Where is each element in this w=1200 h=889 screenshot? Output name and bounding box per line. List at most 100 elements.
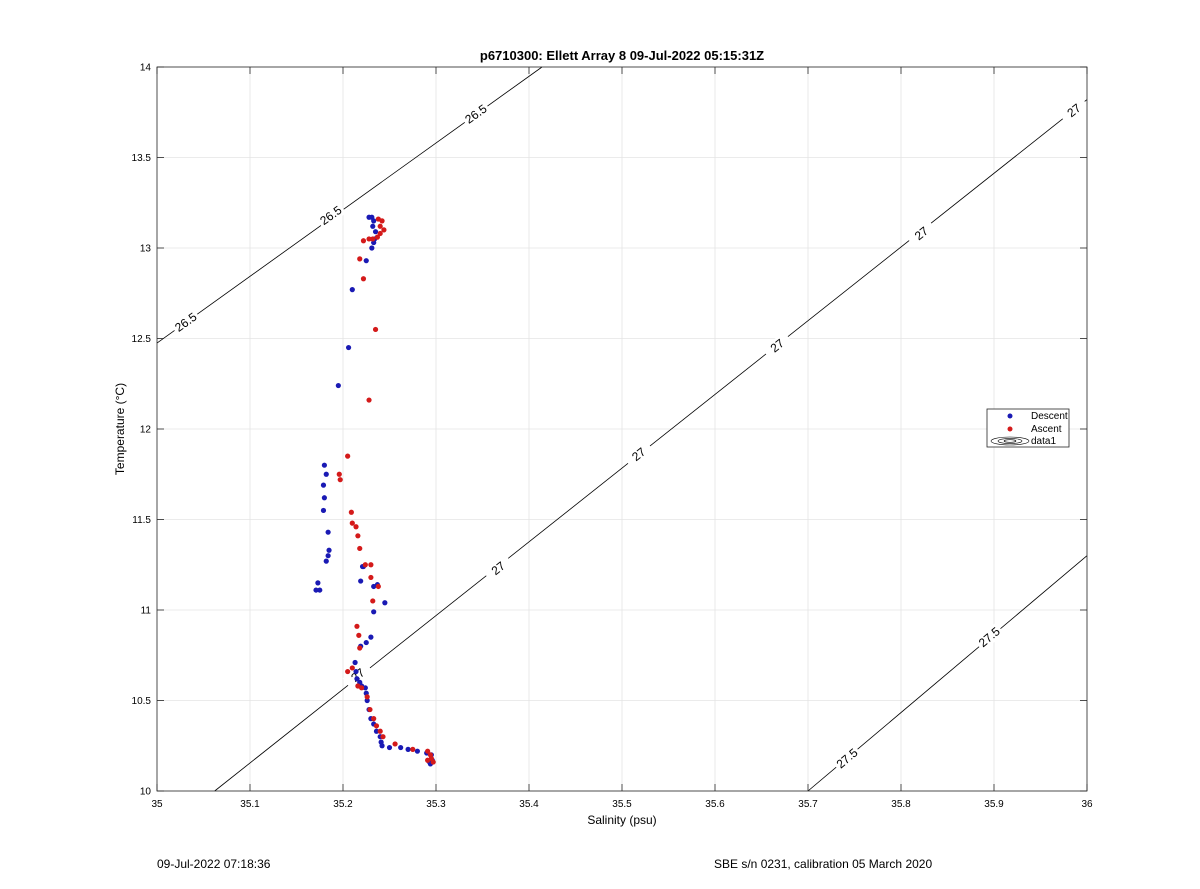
descent-point (325, 553, 331, 559)
ascent-point (368, 562, 374, 568)
descent-point (349, 287, 355, 293)
contour-label-bg (460, 100, 492, 128)
chart-title: p6710300: Ellett Array 8 09-Jul-2022 05:… (480, 48, 764, 63)
descent-point (321, 462, 327, 468)
descent-point (372, 229, 379, 235)
x-axis-label: Salinity (psu) (587, 813, 656, 827)
contour-label-bg (906, 219, 937, 248)
ascent-point (425, 757, 431, 763)
x-tick-label: 35.6 (705, 799, 725, 810)
x-tick-label: 36 (1081, 799, 1093, 810)
ascent-point (371, 716, 377, 722)
legend: Descent Ascent data1 (986, 408, 1070, 448)
ascent-point (345, 453, 351, 459)
contour-label-bg (623, 440, 655, 469)
ascent-point (380, 734, 386, 740)
contour-label-bg (974, 622, 1005, 652)
ascent-point (348, 509, 354, 515)
descent-point (326, 547, 332, 553)
ascent-point (425, 748, 431, 754)
descent-point (362, 685, 368, 691)
ascent-point (345, 668, 351, 675)
y-tick-label: 10.5 (132, 696, 152, 707)
ascent-point (379, 218, 385, 224)
legend-marker-descent (1007, 413, 1013, 419)
descent-point (323, 471, 329, 477)
ascent-point (357, 545, 363, 552)
descent-point (368, 634, 374, 640)
contour-label-bg (761, 331, 793, 360)
descent-point (364, 697, 370, 704)
descent-point (320, 507, 327, 514)
footer-calibration: SBE s/n 0231, calibration 05 March 2020 (714, 857, 933, 871)
descent-point (369, 245, 375, 251)
descent-point (379, 743, 385, 749)
descent-point (370, 223, 376, 229)
y-tick-label: 11.5 (132, 515, 151, 526)
contour-label-bg (482, 554, 514, 583)
ascent-point (354, 623, 360, 629)
x-tick-label: 35.2 (333, 799, 353, 810)
x-tick-label: 35.7 (798, 799, 818, 810)
ascent-point (366, 236, 372, 242)
ascent-point (356, 632, 362, 638)
x-tick-label: 35.8 (891, 799, 911, 810)
ascent-point (349, 520, 355, 526)
axis-ticks: 35 35.1 35.2 35.3 35.4 35.5 35.6 35.7 35.8 35.9 36… (132, 63, 1093, 811)
y-tick-label: 13.5 (132, 153, 152, 164)
descent-point (325, 529, 331, 535)
ascent-point (370, 598, 376, 604)
descent-point (323, 558, 329, 564)
ascent-point (410, 746, 416, 752)
ascent-point (381, 227, 387, 233)
descent-point (363, 639, 369, 646)
contour-label-bg (170, 308, 202, 337)
contour-label-bg (831, 744, 863, 773)
ascent-point (364, 694, 370, 700)
ascent-point (377, 223, 383, 229)
descent-point (345, 344, 352, 351)
y-tick-label: 14 (140, 63, 152, 74)
descent-point (335, 382, 341, 389)
contour-label-bg (315, 201, 347, 230)
descent-point (386, 744, 393, 751)
ascent-point (368, 574, 374, 581)
ascent-point (360, 238, 367, 244)
ascent-point (337, 477, 343, 483)
y-tick-label: 10 (140, 787, 152, 798)
descent-point (382, 600, 388, 606)
descent-point (320, 482, 327, 488)
x-tick-label: 35 (151, 799, 163, 810)
ascent-point (430, 759, 436, 765)
ascent-point (375, 583, 381, 590)
descent-point (405, 746, 411, 752)
y-tick-label: 12.5 (132, 334, 152, 345)
ascent-point (377, 230, 383, 237)
x-tick-label: 35.3 (426, 799, 446, 810)
legend-contour-icon (990, 436, 1030, 446)
ascent-point (392, 741, 398, 747)
ascent-point (374, 234, 381, 240)
descent-point (315, 580, 321, 586)
ascent-point (357, 645, 363, 651)
x-tick-label: 35.5 (612, 799, 632, 810)
footer-timestamp: 09-Jul-2022 07:18:36 (157, 857, 271, 871)
ascent-point (336, 471, 342, 477)
descent-point (313, 587, 319, 593)
descent-point (317, 587, 323, 593)
ascent-point (377, 728, 383, 734)
ascent-point (357, 256, 363, 262)
descent-point (398, 744, 404, 751)
descent-point (352, 659, 358, 666)
descent-point (353, 668, 359, 675)
data-points (313, 214, 436, 767)
legend-entry-descent: Descent (1031, 411, 1068, 422)
ascent-point (360, 276, 367, 282)
legend-entry-data1: data1 (1031, 436, 1056, 447)
contour-label-bg (1058, 96, 1090, 125)
ascent-point (372, 326, 379, 333)
ascent-point (367, 706, 373, 713)
ascent-point (359, 685, 365, 691)
descent-point (371, 609, 377, 615)
